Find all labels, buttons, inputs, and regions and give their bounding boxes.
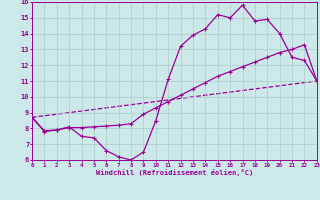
X-axis label: Windchill (Refroidissement éolien,°C): Windchill (Refroidissement éolien,°C) xyxy=(96,169,253,176)
